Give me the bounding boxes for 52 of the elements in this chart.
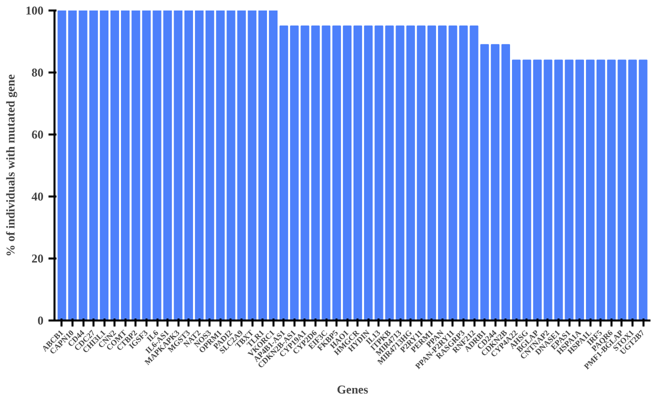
bar <box>342 26 352 320</box>
bar <box>248 10 256 320</box>
bar <box>448 26 458 320</box>
y-tick-label: 60 <box>32 128 44 142</box>
bar <box>544 60 552 320</box>
bar <box>638 60 648 320</box>
bar <box>280 26 288 320</box>
bar <box>438 26 447 320</box>
bar <box>490 44 500 320</box>
bar <box>374 26 384 320</box>
bar <box>58 10 66 320</box>
y-tick-label: 40 <box>32 190 44 204</box>
bar <box>522 60 532 320</box>
bar <box>194 10 204 320</box>
bar <box>427 26 436 320</box>
bar <box>110 10 120 320</box>
bar <box>120 10 130 320</box>
bar <box>268 10 278 320</box>
bar <box>206 10 214 320</box>
bar <box>416 26 426 320</box>
bar <box>575 60 584 320</box>
bar <box>290 26 299 320</box>
bar <box>89 10 98 320</box>
bar <box>258 10 267 320</box>
bar <box>501 44 510 320</box>
bar <box>152 10 162 320</box>
bar <box>184 10 194 320</box>
bar <box>406 26 415 320</box>
y-tick-label: 80 <box>32 66 44 80</box>
bar <box>216 10 225 320</box>
y-axis-title: % of individuals with mutated gene <box>4 74 18 257</box>
bar <box>554 60 563 320</box>
bar <box>586 60 595 320</box>
bar <box>512 60 521 320</box>
bar <box>100 10 108 320</box>
bar <box>174 10 182 320</box>
y-tick-label: 20 <box>32 252 44 266</box>
y-tick-label: 100 <box>26 4 44 18</box>
bar <box>332 26 341 320</box>
y-tick-label: 0 <box>38 314 44 328</box>
bar <box>596 60 606 320</box>
bar <box>564 60 574 320</box>
x-axis-title: Genes <box>336 382 368 396</box>
bar <box>533 60 542 320</box>
bar <box>322 26 330 320</box>
bar <box>364 26 373 320</box>
bar <box>132 10 140 320</box>
bar <box>480 44 489 320</box>
bar <box>607 60 616 320</box>
bar <box>163 10 172 320</box>
bar <box>353 26 362 320</box>
bar <box>142 10 151 320</box>
